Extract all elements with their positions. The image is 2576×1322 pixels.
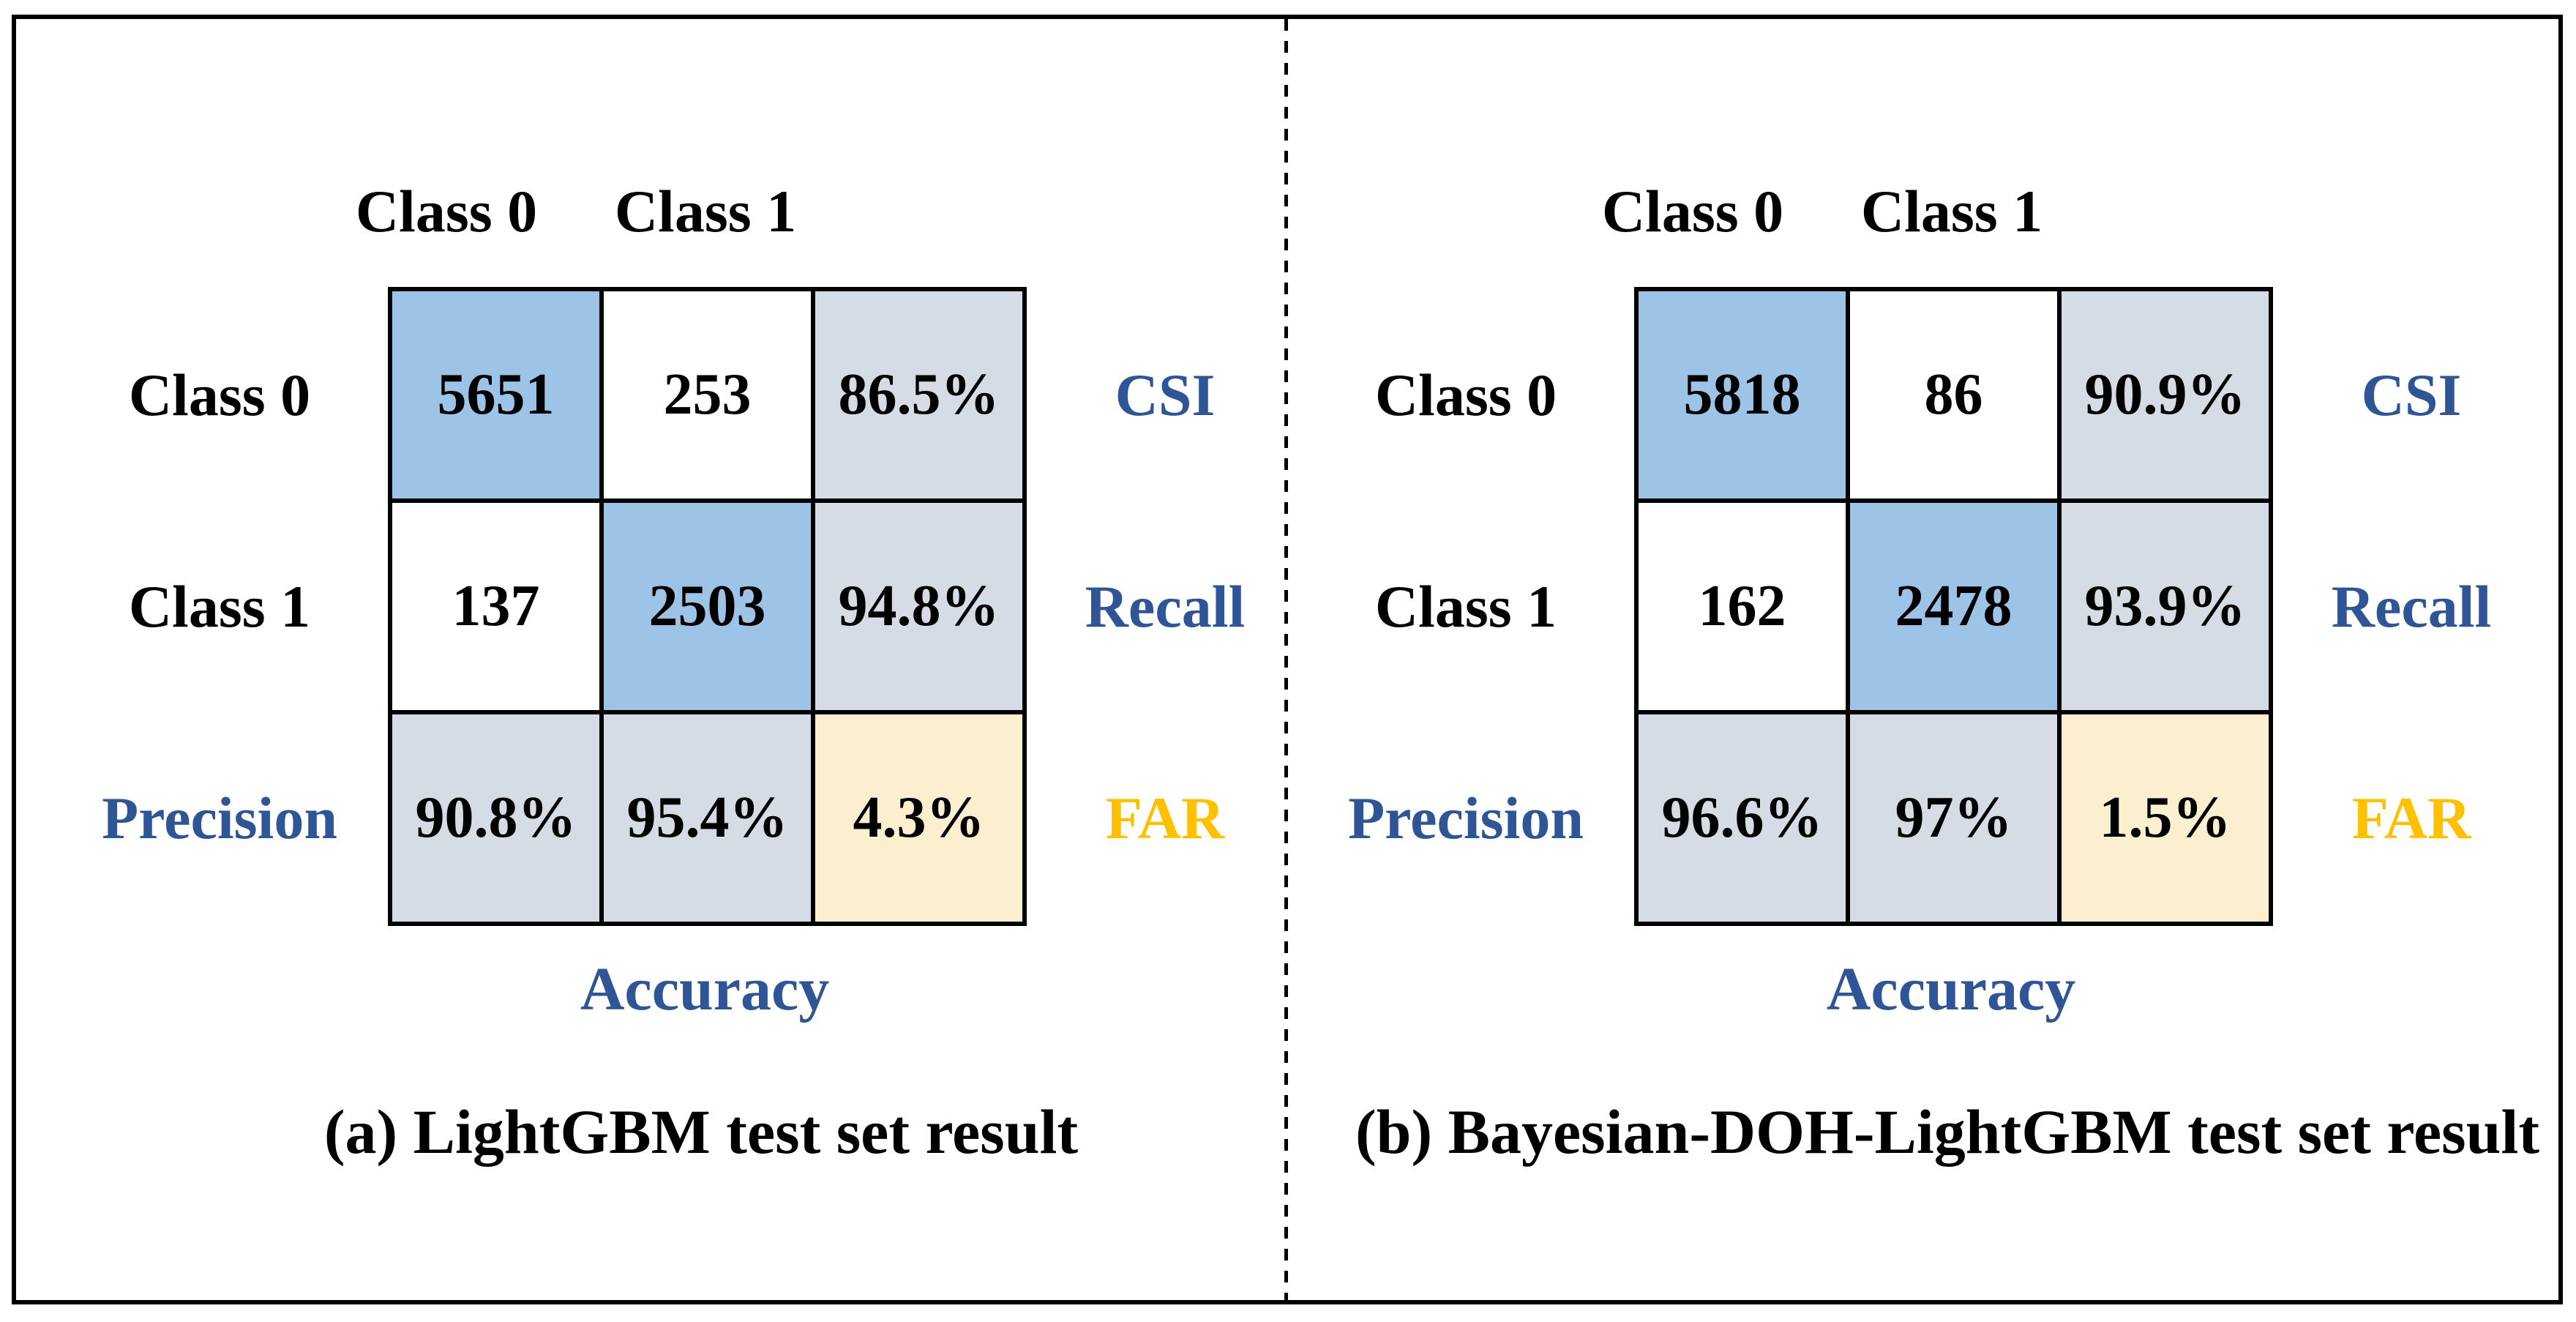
row-header-precision: Precision bbox=[1348, 785, 1584, 851]
matrix-cell-far: 1.5% bbox=[2059, 712, 2271, 924]
matrix-cell-precision: 95.4% bbox=[602, 712, 813, 924]
recall-label: Recall bbox=[2331, 573, 2492, 640]
matrix-cell-precision: 90.8% bbox=[390, 712, 602, 924]
row-header-class1: Class 1 bbox=[1374, 573, 1557, 640]
row-header-class0: Class 0 bbox=[128, 362, 311, 428]
far-label: FAR bbox=[2351, 785, 2471, 851]
panel-divider-dashed bbox=[1284, 19, 1288, 1304]
csi-label: CSI bbox=[2361, 362, 2462, 428]
matrix-cell-csi: 90.9% bbox=[2059, 289, 2271, 501]
row-header-class0: Class 0 bbox=[1374, 362, 1557, 428]
col-header-class1: Class 1 bbox=[614, 178, 797, 244]
col-header-class1: Class 1 bbox=[1860, 178, 2043, 244]
matrix-cell: 5818 bbox=[1636, 289, 1848, 501]
matrix-cell: 2478 bbox=[1848, 501, 2059, 712]
recall-label: Recall bbox=[1085, 573, 1246, 640]
col-header-class0: Class 0 bbox=[1601, 178, 1784, 244]
matrix-cell-recall: 93.9% bbox=[2059, 501, 2271, 712]
col-header-class0: Class 0 bbox=[355, 178, 538, 244]
matrix-cell-far: 4.3% bbox=[813, 712, 1025, 924]
matrix-cell: 5651 bbox=[390, 289, 602, 501]
panel-a-caption: (a) LightGBM test set result bbox=[323, 1097, 1079, 1167]
matrix-cell: 2503 bbox=[602, 501, 813, 712]
matrix-cell-precision: 96.6% bbox=[1636, 712, 1848, 924]
matrix-cell: 253 bbox=[602, 289, 813, 501]
matrix-cell: 162 bbox=[1636, 501, 1848, 712]
accuracy-label: Accuracy bbox=[580, 955, 830, 1023]
confusion-matrix: 5818 86 90.9% 162 2478 93.9% 96.6% 97% 1… bbox=[1634, 287, 2273, 926]
panel-a: Class 0 Class 1 Class 0 Class 1 Precisio… bbox=[102, 178, 1246, 1167]
row-header-precision: Precision bbox=[102, 785, 337, 851]
row-header-class1: Class 1 bbox=[128, 573, 311, 640]
matrix-cell-precision: 97% bbox=[1848, 712, 2059, 924]
matrix-cell-csi: 86.5% bbox=[813, 289, 1025, 501]
panel-b: Class 0 Class 1 Class 0 Class 1 Precisio… bbox=[1246, 0, 2539, 1322]
panel-b-caption: (b) Bayesian-DOH-LightGBM test set resul… bbox=[1355, 1097, 2539, 1167]
csi-label: CSI bbox=[1115, 362, 1216, 428]
confusion-matrix: 5651 253 86.5% 137 2503 94.8% 90.8% 95.4… bbox=[388, 287, 1027, 926]
accuracy-label: Accuracy bbox=[1826, 955, 2076, 1023]
matrix-cell-recall: 94.8% bbox=[813, 501, 1025, 712]
matrix-cell: 86 bbox=[1848, 289, 2059, 501]
far-label: FAR bbox=[1105, 785, 1225, 851]
matrix-cell: 137 bbox=[390, 501, 602, 712]
